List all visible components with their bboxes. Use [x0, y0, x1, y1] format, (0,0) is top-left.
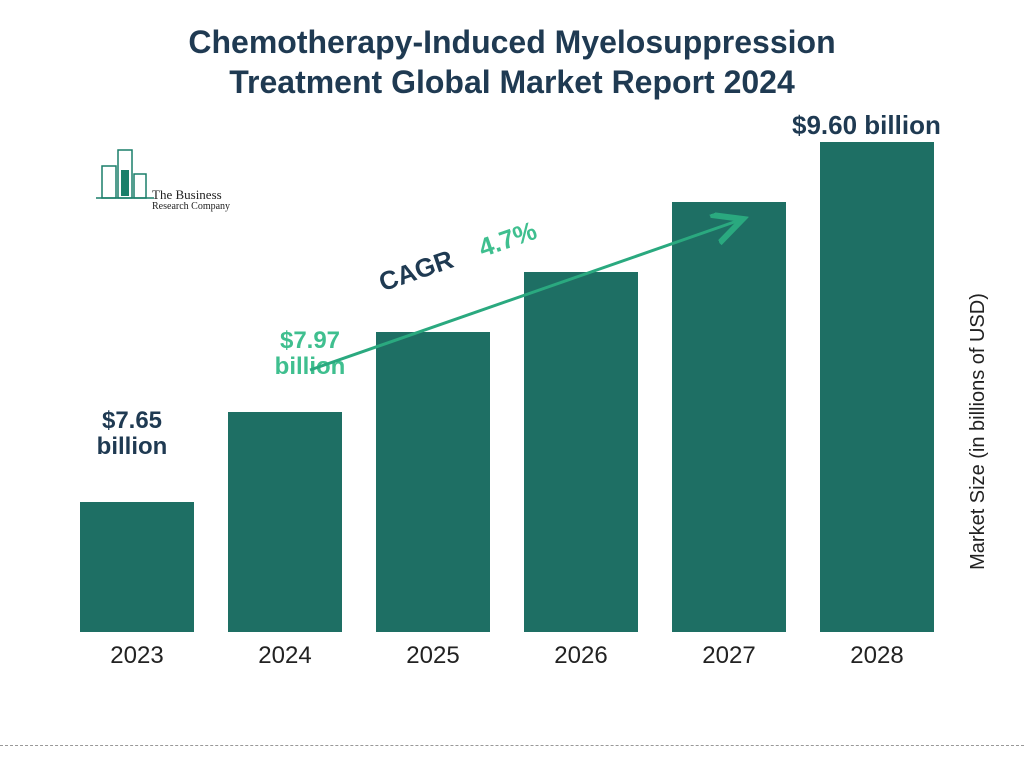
bar-2023 — [80, 502, 194, 632]
chart-area: 2023 2024 2025 2026 2027 2028 — [80, 130, 950, 690]
value-label-2023-text: $7.65 billion — [97, 407, 168, 460]
xlabel-2026: 2026 — [524, 642, 638, 670]
title-line-1: Chemotherapy-Induced Myelosuppression — [0, 22, 1024, 62]
x-axis-labels: 2023 2024 2025 2026 2027 2028 — [80, 642, 950, 672]
bar-2024 — [228, 412, 342, 632]
bar-2025 — [376, 332, 490, 632]
value-label-2028-text: $9.60 billion — [792, 110, 941, 140]
bar-2027 — [672, 202, 786, 632]
value-label-2023: $7.65 billion — [72, 408, 192, 461]
xlabel-2027: 2027 — [672, 642, 786, 670]
title-line-2: Treatment Global Market Report 2024 — [0, 62, 1024, 102]
xlabel-2025: 2025 — [376, 642, 490, 670]
xlabel-2024: 2024 — [228, 642, 342, 670]
bar-2026 — [524, 272, 638, 632]
value-label-2024: $7.97 billion — [250, 328, 370, 381]
value-label-2028: $9.60 billion — [792, 110, 941, 141]
xlabel-2028: 2028 — [820, 642, 934, 670]
y-axis-label: Market Size (in billions of USD) — [967, 293, 990, 570]
bars-group — [80, 130, 950, 632]
value-label-2024-text: $7.97 billion — [275, 327, 346, 380]
chart-container: Chemotherapy-Induced Myelosuppression Tr… — [0, 0, 1024, 768]
xlabel-2023: 2023 — [80, 642, 194, 670]
footer-divider — [0, 745, 1024, 746]
chart-title: Chemotherapy-Induced Myelosuppression Tr… — [0, 22, 1024, 102]
bar-2028 — [820, 142, 934, 632]
